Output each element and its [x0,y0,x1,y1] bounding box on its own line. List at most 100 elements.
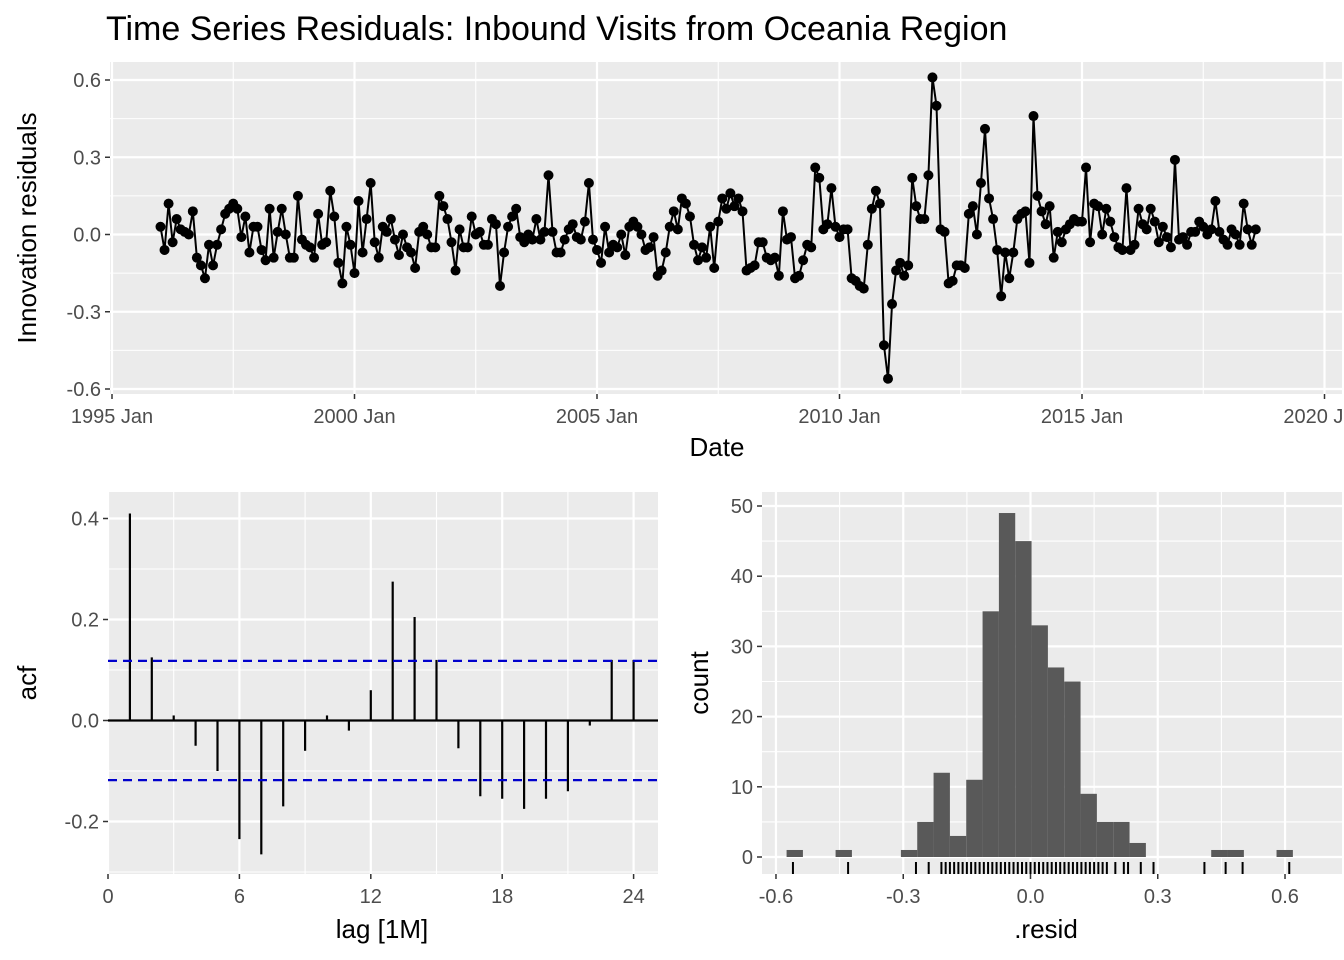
ts-y-tick-label: 0.0 [73,225,101,247]
ts-residual-point [349,268,360,279]
ts-residual-point [1153,237,1164,248]
ts-residual-point [891,265,902,276]
ts-residual-point [1157,221,1168,232]
ts-x-tick-label: 2005 Jan [556,406,638,428]
ts-residual-point [967,201,978,212]
acf-y-axis-title: acf [12,665,42,700]
ts-residual-point [749,260,760,271]
ts-residual-point [592,244,602,255]
ts-residual-point [689,239,699,250]
ts-residual-point [587,234,598,245]
hist-axes: 0 10 20 30 40 50 -0.6 -0.3 0.0 0.3 0.6 [731,496,1299,908]
ts-residual-point [899,270,910,281]
ts-residual-point [680,198,691,209]
ts-residual-point [1024,257,1035,268]
hist-bar [1080,793,1097,857]
ts-residual-point [321,237,332,248]
ts-residual-point [822,219,833,230]
ts-residual-point [212,239,223,250]
acf-y-tick-label: 0.2 [71,610,99,632]
ts-residual-point [996,291,1007,302]
hist-bar [1129,842,1146,857]
ts-residual-point [341,221,352,232]
ts-residual-point [794,270,805,281]
ts-residual-point [369,237,380,248]
hist-bar [900,849,918,857]
ts-residual-point [373,252,384,263]
hist-x-tick-label: 0.3 [1144,886,1172,908]
ts-residual-point [596,257,607,268]
ts-y-tick-label: 0.6 [73,70,101,92]
ts-residual-point [786,232,796,243]
ts-residual-point [337,278,348,289]
ts-residual-point [171,214,182,225]
ts-residual-point [992,244,1003,255]
acf-x-tick-label: 6 [234,886,245,908]
ts-residual-point [499,247,510,258]
ts-residual-point [199,273,210,284]
ts-residual-point [1117,244,1128,255]
ts-residual-point [434,190,445,201]
hist-bar [933,772,950,857]
ts-x-tick-label: 2015 Jan [1041,406,1123,428]
ts-residual-point [1028,111,1039,122]
ts-residual-point [600,221,611,232]
ts-residual-point [531,214,542,225]
acf-axes: -0.2 0.0 0.2 0.4 0 6 12 18 24 [65,509,645,909]
page-title: Time Series Residuals: Inbound Visits fr… [106,10,1007,48]
ts-residual-point [1129,239,1140,250]
ts-residual-point [208,260,219,271]
ts-residual-point [705,221,716,232]
ts-residual-point [430,242,441,253]
ts-residual-point [697,242,708,253]
ts-residual-point [357,247,368,258]
ts-residual-point [620,250,631,261]
ts-residual-point [737,206,748,217]
ts-residual-point [883,373,893,384]
ts-residual-point [656,265,667,276]
ts-residual-point [887,299,898,310]
ts-residual-point [1198,221,1209,232]
ts-residual-point [527,234,538,245]
ts-x-tick-label: 1995 Jan [71,406,153,428]
ts-x-tick-label: 2000 Jan [313,406,395,428]
hist-y-tick-label: 30 [731,636,753,658]
ts-residual-point [612,242,623,253]
ts-plot-panel [110,62,1342,394]
hist-x-axis-title: .resid [1014,914,1078,944]
ts-residual-series [155,72,1261,384]
ts-residual-point [895,257,906,268]
acf-stems [108,513,658,855]
ts-residual-point [834,232,845,243]
ts-residual-point [280,229,291,240]
ts-residual-point [636,229,647,240]
acf-x-tick-label: 12 [360,886,382,908]
ts-residual-point [1165,242,1176,253]
ts-residual-point [830,221,841,232]
hist-bar [1064,681,1081,857]
ts-residual-point [163,198,174,209]
ts-residual-point [236,232,247,243]
ts-residual-point [288,252,299,263]
ts-residual-point [446,237,457,248]
ts-residual-point [984,193,995,204]
hist-y-axis-title: count [684,650,714,714]
ts-residual-point [507,211,518,222]
ts-residual-point [1133,203,1144,214]
ts-residual-point [325,185,336,196]
ts-residual-point [232,203,243,214]
ts-residual-point [361,214,372,225]
ts-residual-point [1238,198,1249,209]
acf-chart: -0.2 0.0 0.2 0.4 0 6 12 18 24 lag [1M] acf [12,492,658,944]
ts-residual-point [406,247,417,258]
hist-x-tick-label: 0.0 [1017,886,1045,908]
ts-residual-point [1234,239,1245,250]
ts-residual-point [474,226,485,237]
ts-residual-point [583,178,594,188]
ts-residual-point [1250,224,1261,235]
hist-x-tick-label: -0.3 [886,886,920,908]
ts-y-tick-label: 0.3 [73,147,101,169]
ts-residual-point [1036,206,1047,217]
ts-residual-point [511,203,522,214]
ts-residual-point [947,275,958,286]
